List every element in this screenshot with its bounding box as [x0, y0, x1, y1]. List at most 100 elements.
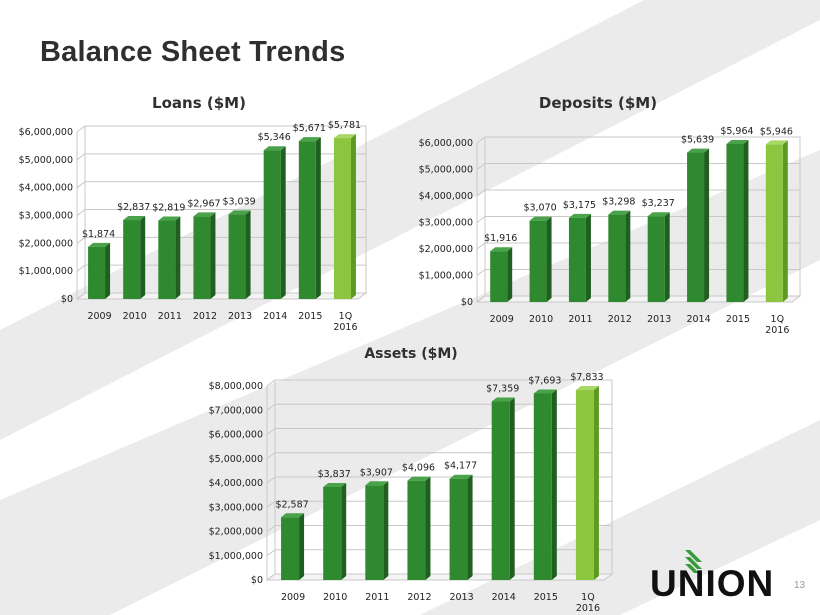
gridline [266, 379, 612, 387]
data-label: $5,964 [720, 126, 753, 137]
bar [123, 216, 146, 299]
deposits-chart: Deposits ($M) $0 $1,000,000 $2,000,000 $3,00… [419, 94, 802, 336]
x-tick-label: 2012 [608, 314, 632, 325]
gridline [476, 269, 800, 276]
data-label: $7,359 [486, 384, 519, 395]
chart-title: Deposits ($M) [539, 94, 657, 112]
bar [533, 389, 557, 580]
union-logo-text: UNION [650, 563, 775, 604]
data-label: $5,946 [760, 126, 793, 137]
bar [568, 213, 591, 302]
x-tick-label: 2012 [193, 311, 217, 322]
x-tick-label: 2010 [529, 314, 553, 325]
gridline [266, 500, 612, 508]
gridline [266, 452, 612, 460]
data-label: $7,833 [570, 372, 603, 383]
y-tick-label: $0 [251, 575, 263, 586]
y-tick-label: $3,000,000 [209, 502, 263, 513]
bar [158, 216, 181, 299]
data-label: $3,070 [523, 203, 556, 214]
data-label: $3,039 [222, 196, 255, 207]
x-tick-label: 1Q 2016 [576, 592, 600, 614]
bar [726, 139, 749, 302]
y-tick-label: $1,000,000 [19, 266, 73, 277]
x-tick-label: 2011 [568, 314, 592, 325]
data-label: $3,237 [642, 198, 675, 209]
x-tick-label: 2010 [323, 592, 347, 603]
y-tick-label: $1,000,000 [419, 271, 473, 282]
x-tick-label: 2010 [123, 311, 147, 322]
gridline [476, 136, 800, 144]
gridline [76, 236, 366, 244]
x-tick-label: 2014 [263, 311, 287, 322]
gridline [76, 153, 366, 161]
y-tick-label: $7,000,000 [209, 405, 263, 416]
plot-floor [265, 573, 614, 581]
bar [281, 513, 305, 580]
bar [365, 481, 389, 580]
x-tick-label: 1Q 2016 [765, 314, 789, 336]
y-tick-label: $3,000,000 [19, 211, 73, 222]
x-tick-label: 2009 [87, 311, 111, 322]
bar [529, 216, 552, 302]
plot-floor [475, 295, 802, 303]
x-tick-label: 2009 [490, 314, 514, 325]
y-tick-label: $4,000,000 [19, 183, 73, 194]
data-label: $5,671 [293, 123, 326, 134]
bar [193, 212, 216, 299]
plot-floor [75, 292, 368, 300]
chart-title: Loans ($M) [152, 94, 246, 112]
y-tick-label: $0 [461, 297, 473, 308]
x-tick-label: 2014 [492, 592, 516, 603]
data-label: $5,639 [681, 135, 714, 146]
data-label: $3,907 [360, 467, 393, 478]
data-label: $7,693 [528, 375, 561, 386]
x-tick-label: 2014 [686, 314, 710, 325]
data-label: $3,175 [563, 200, 596, 211]
union-logo-icon [685, 550, 702, 573]
gridline [476, 163, 800, 170]
data-label: $3,298 [602, 197, 635, 208]
assets-chart: Assets ($M) $0 $1,000,000 $2,000,000 $3,000,… [209, 346, 614, 614]
y-tick-label: $5,000,000 [19, 155, 73, 166]
x-tick-label: 2015 [298, 311, 322, 322]
gridline [476, 189, 800, 197]
x-tick-label: 2011 [365, 592, 389, 603]
gridline [476, 216, 800, 223]
y-tick-label: $6,000,000 [209, 430, 263, 441]
data-label: $2,967 [187, 198, 220, 209]
gridline [76, 181, 366, 189]
bar [263, 146, 286, 299]
data-label: $5,346 [258, 132, 291, 143]
x-tick-label: 2012 [407, 592, 431, 603]
y-tick-label: $6,000,000 [19, 127, 73, 138]
y-tick-label: $3,000,000 [419, 218, 473, 229]
bar [228, 210, 251, 299]
bar [647, 212, 670, 302]
x-tick-label: 2013 [647, 314, 671, 325]
data-label: $2,837 [117, 202, 150, 213]
bar [575, 386, 599, 580]
y-tick-label: $5,000,000 [209, 454, 263, 465]
gridline [76, 125, 366, 133]
bar [608, 210, 631, 302]
y-tick-label: $6,000,000 [419, 138, 473, 149]
y-tick-label: $2,000,000 [19, 238, 73, 249]
page-title: Balance Sheet Trends [40, 36, 346, 68]
gridline [76, 264, 366, 272]
y-tick-label: $2,000,000 [419, 244, 473, 255]
data-label: $4,177 [444, 461, 477, 472]
x-tick-label: 2013 [449, 592, 473, 603]
gridline [266, 549, 612, 557]
chart-title: Assets ($M) [364, 346, 457, 362]
data-label: $1,874 [82, 229, 115, 240]
loans-chart: Loans ($M) $0 $1,000,000 $2,000,000 $3,000,0… [19, 94, 368, 333]
data-label: $2,587 [275, 499, 308, 510]
gridline [266, 525, 612, 532]
y-tick-label: $1,000,000 [209, 551, 263, 562]
y-tick-label: $5,000,000 [419, 165, 473, 176]
y-tick-label: $0 [61, 294, 73, 305]
data-label: $2,819 [152, 203, 185, 214]
y-tick-label: $4,000,000 [419, 191, 473, 202]
data-label: $1,916 [484, 233, 517, 244]
